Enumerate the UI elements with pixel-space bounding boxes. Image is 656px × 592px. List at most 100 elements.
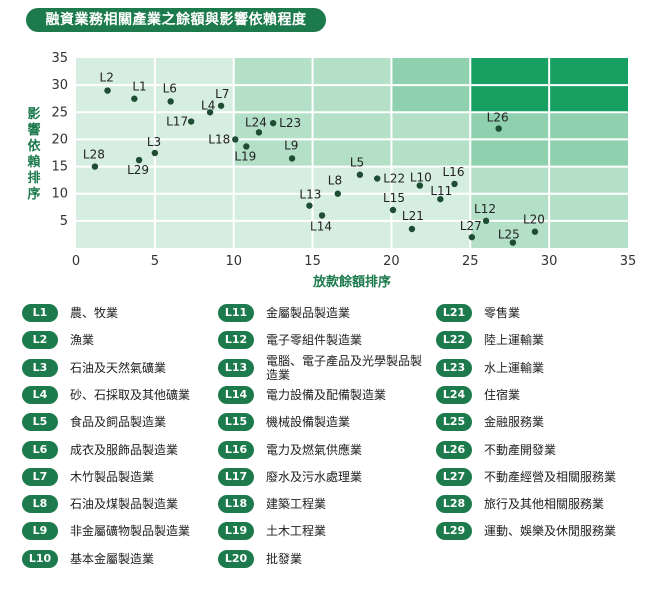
background-cell [312,220,392,248]
data-point-l27 [468,233,476,241]
data-point-l6 [167,98,174,105]
legend-code-badge: L1 [22,304,58,322]
data-point-l18 [232,136,239,143]
legend-code-badge: L12 [218,331,254,350]
legend-code-badge: L27 [436,467,472,486]
background-cell [470,139,550,167]
y-axis-title-char: 排 [27,170,40,186]
legend-industry-name: 農、牧業 [70,306,119,320]
x-tick-label: 0 [72,254,80,269]
industry-legend: L1 農、牧業 L2 漁業 L3 石油及天然氣礦業 L4 砂、石採取及其他礦業 L5 食品及飼品製… [22,302,642,588]
background-cell [154,139,234,167]
legend-code-badge: L6 [22,440,58,459]
point-label-l13: L13 [299,188,321,202]
background-cell [549,193,628,221]
legend-code-badge: L25 [436,413,472,432]
legend-industry-name: 機械設備製造業 [266,415,351,430]
data-point-l7 [217,102,225,109]
legend-industry-name: 基本金屬製造業 [70,551,155,566]
data-point-l13 [306,202,313,209]
legend-code-badge: L2 [22,331,58,350]
legend-code-badge: L3 [22,358,58,377]
background-cell [391,58,471,86]
legend-item: L10 基本金屬製造業 [22,548,230,570]
legend-item: L22 陸上運輸業 [436,329,644,351]
point-label-l26: L26 [487,111,509,125]
legend-item: L24 住宿業 [436,384,644,406]
point-label-l8: L8 [328,174,342,188]
background-cell [76,58,155,86]
legend-item: L21 零售業 [436,302,644,324]
legend-industry-name: 陸上運輸業 [484,333,545,348]
point-label-l3: L3 [147,135,161,149]
point-label-l11: L11 [430,184,452,198]
legend-code-badge: L5 [22,413,58,432]
data-point-l25 [509,239,517,246]
legend-code-badge: L24 [436,385,472,404]
data-point-l15 [389,206,397,214]
legend-industry-name: 食品及飼品製造業 [70,415,167,430]
data-point-l16 [451,180,458,188]
legend-industry-name: 旅行及其他相關服務業 [484,497,605,512]
data-point-l26 [495,125,502,132]
data-point-l10 [416,182,424,189]
legend-item: L7 木竹製品製造業 [22,466,230,488]
data-point-l21 [408,225,416,233]
background-cell [549,166,628,194]
background-cell [312,85,392,113]
background-cell [391,220,471,248]
data-point-l19 [243,143,250,150]
legend-code-badge: L8 [22,495,58,514]
legend-item: L2 漁業 [22,329,230,351]
data-point-l29 [135,156,143,164]
y-tick-label: 10 [51,187,68,202]
legend-code-badge: L18 [218,495,254,514]
background-cell [470,112,550,140]
legend-item: L5 食品及飼品製造業 [22,411,230,433]
background-cell [312,58,392,86]
legend-item: L9 非金屬礦物製品製造業 [22,520,230,542]
background-cell [154,220,234,248]
data-point-l23 [269,119,277,127]
x-tick-label: 10 [225,254,242,269]
point-label-l1: L1 [132,80,146,94]
background-cell [312,112,392,140]
y-axis-title-char: 依 [27,138,41,154]
legend-industry-name: 不動產開發業 [484,442,557,457]
legend-code-badge: L29 [436,522,472,541]
legend-industry-name: 建築工程業 [266,497,327,512]
legend-industry-name: 電力設備及配備製造業 [266,387,387,402]
legend-code-badge: L13 [218,358,254,377]
legend-industry-name: 成衣及服飾品製造業 [70,442,179,457]
point-label-l14: L14 [310,219,332,233]
background-cell [470,193,550,221]
legend-industry-name: 土木工程業 [266,524,327,539]
point-label-l15: L15 [383,191,405,205]
legend-industry-name: 非金屬礦物製品製造業 [70,524,191,539]
data-point-l9 [288,155,296,162]
legend-industry-name: 批發業 [266,551,303,566]
legend-industry-name: 砂、石採取及其他礦業 [70,387,191,402]
background-cell [549,220,628,248]
data-point-l8 [334,190,342,197]
point-label-l9: L9 [284,138,298,152]
point-label-l12: L12 [474,202,496,216]
legend-item: L18 建築工程業 [218,493,426,515]
background-cell [470,85,550,113]
legend-code-badge: L19 [218,522,254,541]
x-tick-label: 30 [541,254,558,269]
point-label-l29: L29 [127,163,149,177]
data-point-l20 [531,228,539,235]
point-label-l2: L2 [100,71,114,85]
data-point-l1 [131,95,138,102]
background-cell [154,58,234,86]
legend-code-badge: L21 [436,304,472,322]
data-point-l17 [187,118,195,125]
data-point-l11 [437,195,444,203]
legend-industry-name: 漁業 [70,333,95,348]
point-label-l21: L21 [402,209,424,223]
x-tick-label: 5 [151,254,159,269]
x-axis-title: 放款餘額排序 [312,274,391,290]
y-axis-title-char: 序 [27,186,40,202]
legend-industry-name: 石油及煤製品製造業 [70,497,179,512]
